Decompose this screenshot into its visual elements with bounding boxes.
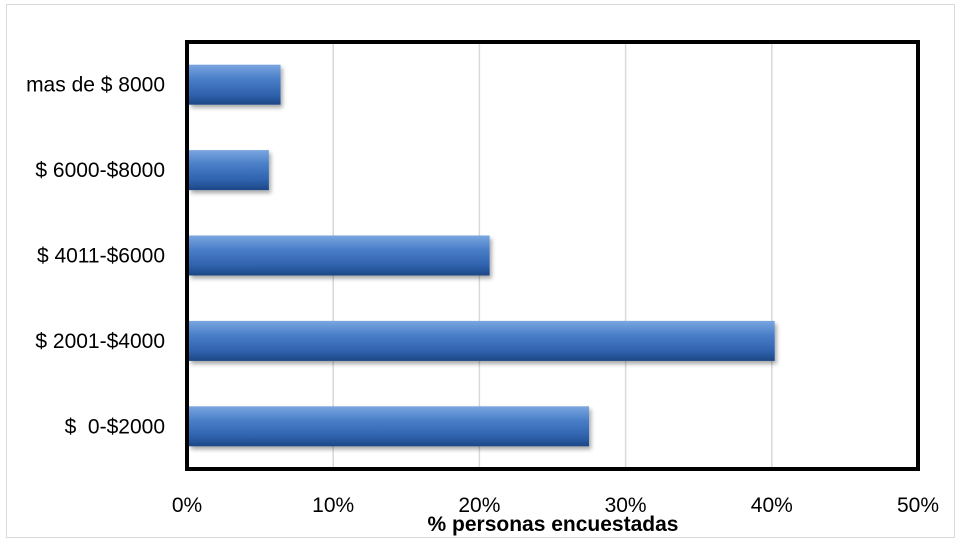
x-tick-label: 30%: [605, 494, 647, 517]
bar: [189, 235, 490, 276]
category-label: $ 4011-$6000: [37, 245, 165, 268]
category-label: mas de $ 8000: [26, 74, 165, 97]
bar: [189, 64, 281, 105]
x-tick-label: 20%: [458, 494, 500, 517]
bar: [189, 150, 269, 191]
category-label: $ 2001-$4000: [35, 330, 165, 353]
category-label: $ 0-$2000: [65, 415, 165, 438]
bar: [189, 320, 775, 361]
bars: [189, 64, 775, 447]
x-tick-label: 0%: [172, 494, 202, 517]
plot-area-border: [185, 40, 920, 471]
bar: [189, 406, 590, 447]
category-labels: $ 0-$2000 $ 2001-$4000 $ 4011-$6000 $ 6000-…: [26, 74, 165, 439]
x-tick-label: 50%: [897, 494, 939, 517]
x-tick-labels: 0% 10% 20% 30% 40% 50%: [172, 494, 939, 517]
x-tick-label: 10%: [312, 494, 354, 517]
x-axis-title: % personas encuestadas: [428, 513, 679, 536]
category-label: $ 6000-$8000: [35, 159, 165, 182]
x-tick-label: 40%: [751, 494, 793, 517]
